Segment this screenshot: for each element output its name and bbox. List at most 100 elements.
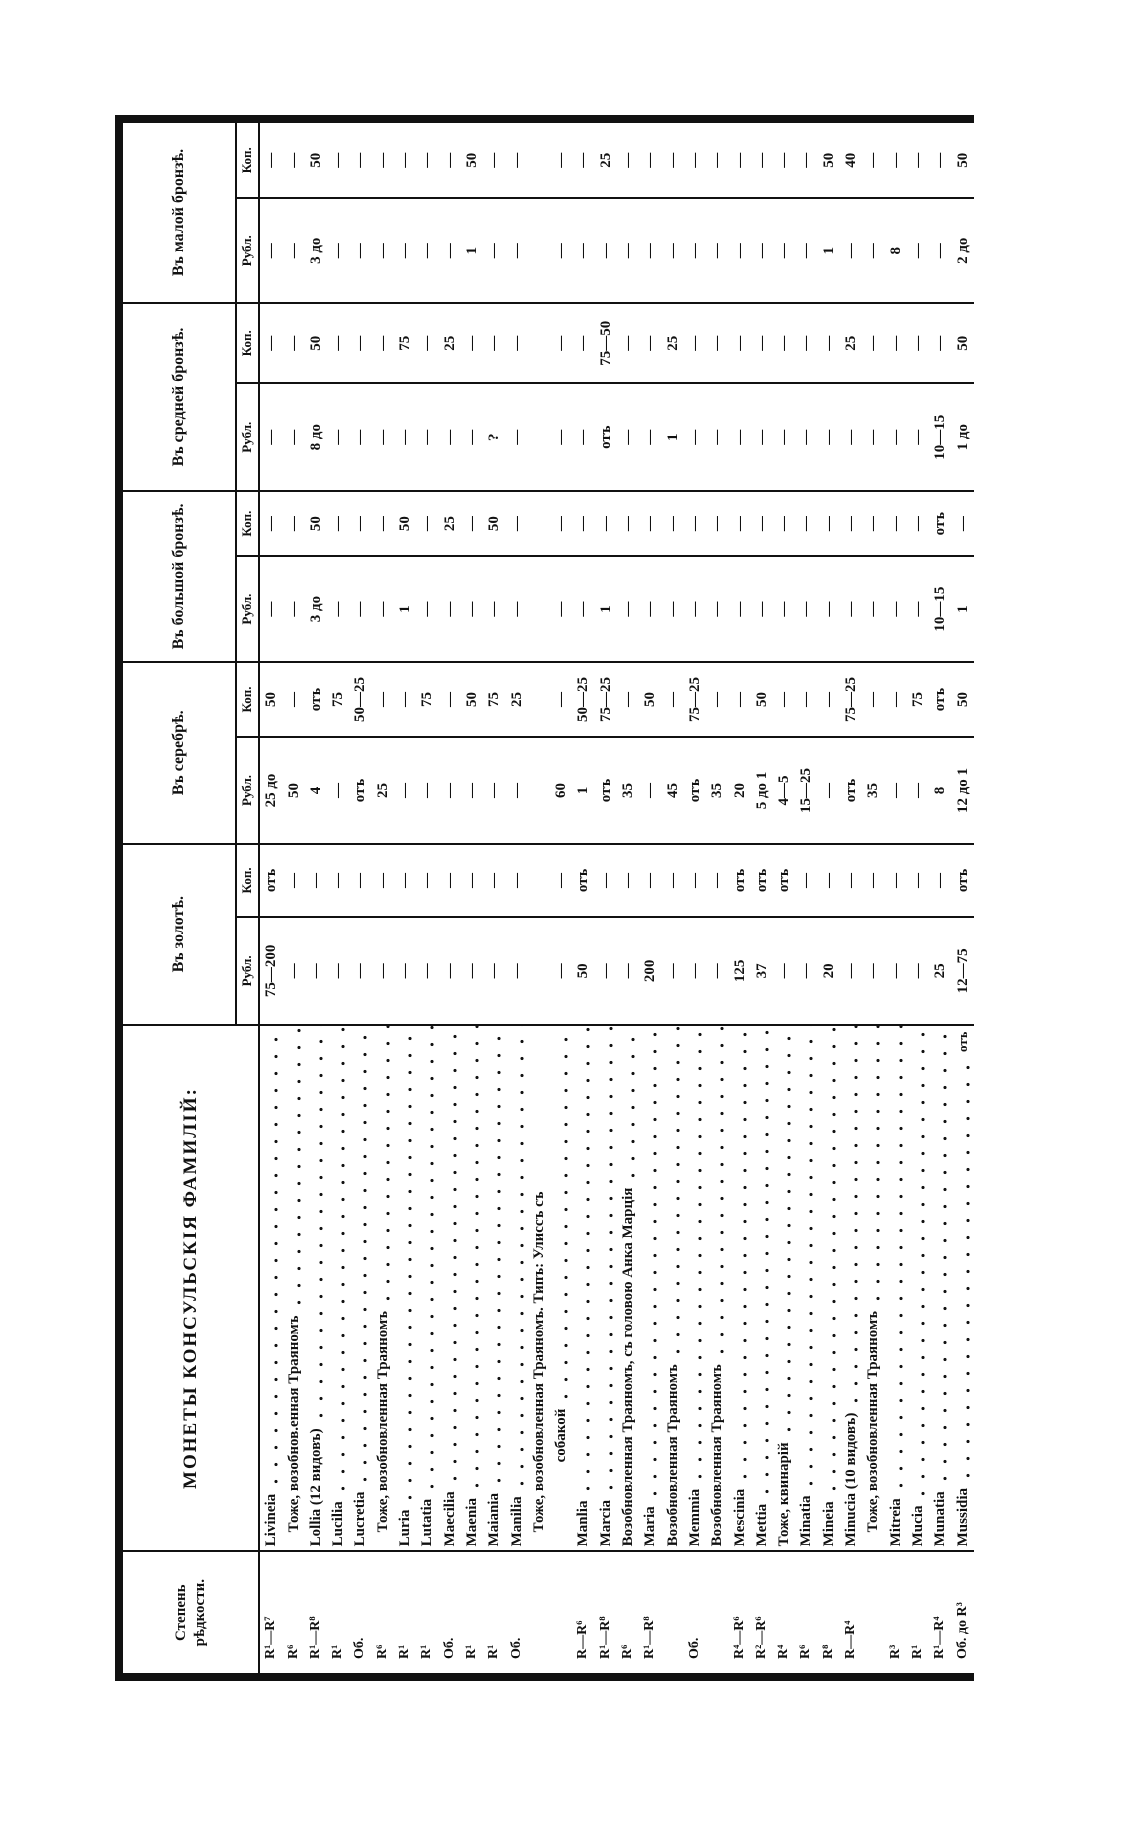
gold-rub-cell: — bbox=[906, 917, 929, 1025]
small-bronze-rub-cell: — bbox=[795, 198, 818, 303]
dot-leader bbox=[483, 1025, 506, 1490]
family-name: Manlia bbox=[572, 1025, 595, 1551]
large-bronze-kop-cell: — bbox=[460, 490, 483, 557]
large-bronze-kop-cell: 50 bbox=[304, 490, 327, 557]
large-bronze-kop-cell: — bbox=[839, 490, 863, 557]
gold-kop-cell: — bbox=[505, 843, 528, 918]
silver-kop-cell: 50—25 bbox=[572, 661, 595, 738]
table-row: R¹—R⁷ Livineia 75—200 отъ 25 до 50— — — — — — bbox=[259, 119, 283, 1677]
medium-bronze-kop-cell: — bbox=[460, 303, 483, 384]
family-name-cell: Mineia bbox=[817, 1024, 840, 1552]
table-row: Возобновленная Траяномъ — —35— — — — — — — bbox=[705, 119, 729, 1677]
silver-kop-cell: — bbox=[705, 661, 729, 738]
silver-kop-cell: — bbox=[661, 661, 684, 738]
small-bronze-kop-cell: — bbox=[572, 119, 595, 199]
dot-leader bbox=[728, 1025, 751, 1485]
dot-leader bbox=[639, 1025, 662, 1503]
medium-bronze-kop-cell: — bbox=[259, 303, 283, 384]
family-name-cell: Manilia bbox=[505, 1024, 528, 1552]
family-name-cell: Lutatia bbox=[416, 1024, 439, 1552]
silver-rub-cell: — bbox=[884, 737, 907, 844]
family-name-cell: Maria bbox=[639, 1024, 662, 1552]
small-bronze-rub-cell: — bbox=[772, 198, 796, 303]
family-name-cell: Mucia bbox=[906, 1024, 929, 1552]
large-bronze-header: Въ большой бронзѣ. bbox=[119, 490, 236, 662]
gold-kop-cell: — bbox=[326, 843, 350, 918]
silver-kop-cell: 75—25 bbox=[594, 661, 617, 738]
silver-kop-cell: 75—25 bbox=[683, 661, 706, 738]
dot-leader bbox=[929, 1025, 952, 1488]
family-name-text: Memmia bbox=[683, 1484, 706, 1547]
large-bronze-rub-cell: — bbox=[572, 556, 595, 662]
silver-rub-cell: — bbox=[505, 737, 528, 844]
silver-rub-cell: — bbox=[817, 737, 840, 844]
family-name-text: Возобновленная Траяномъ, съ головою Анка… bbox=[617, 1183, 640, 1547]
rarity-cell: Об. bbox=[438, 1551, 461, 1677]
table-row: Об. до R³ Mussidia отъ 12—75 отъ 12 до 1 50 1—1… bbox=[951, 119, 974, 1677]
small-bronze-kop-cell: 50 bbox=[951, 119, 974, 199]
dot-leader bbox=[572, 1025, 595, 1497]
large-bronze-rub-cell: — bbox=[862, 556, 885, 662]
medium-bronze-rub-cell: — bbox=[438, 383, 461, 491]
family-name-cell: Minucia (10 видовъ) bbox=[839, 1024, 863, 1552]
silver-kop-cell: — bbox=[795, 661, 818, 738]
family-name: Lollia (12 видовъ) bbox=[304, 1025, 327, 1551]
dot-leader bbox=[773, 1025, 796, 1439]
table-row: R⁶ Minatia — —15—25— — — — — — — bbox=[795, 119, 818, 1677]
table-row: R⁶ Возобновленная Траяномъ, съ головою Ан… bbox=[616, 119, 640, 1677]
medium-bronze-kop-cell: 25 bbox=[438, 303, 461, 384]
large-bronze-kop-cell: — bbox=[326, 490, 350, 557]
small-bronze-kop-cell: — bbox=[683, 119, 706, 199]
family-name: Mitreia bbox=[884, 1025, 907, 1551]
small-bronze-kop-cell: — bbox=[795, 119, 818, 199]
medium-bronze-rub-cell: — bbox=[416, 383, 439, 491]
silver-rub-cell: — bbox=[906, 737, 929, 844]
medium-bronze-kop-cell: 75—50 bbox=[594, 303, 617, 384]
family-name-cell: Maiania bbox=[482, 1024, 506, 1552]
family-name-text: Тоже, возобновленная Траяномъ bbox=[371, 1307, 394, 1533]
dot-leader bbox=[661, 1025, 684, 1361]
gold-rub-cell: 200 bbox=[639, 917, 662, 1025]
rarity-cell: R³ bbox=[884, 1551, 907, 1677]
small-bronze-rub-cell: — bbox=[862, 198, 885, 303]
family-name-cell: Lollia (12 видовъ) bbox=[304, 1024, 327, 1552]
table-row: Об. Lucretia — — отъ 50—25— — — — — — bbox=[349, 119, 372, 1677]
small-bronze-kop-cell: — bbox=[282, 119, 305, 199]
family-name-line-2: собакой bbox=[550, 1404, 573, 1533]
family-name: Maiania bbox=[483, 1025, 506, 1551]
dot-leader bbox=[371, 1025, 394, 1308]
medium-bronze-rub-cell: — bbox=[572, 383, 595, 491]
gold-rub-cell: 12—75 bbox=[951, 917, 974, 1025]
medium-bronze-kop-cell: — bbox=[326, 303, 350, 384]
rarity-cell: R¹ bbox=[906, 1551, 929, 1677]
family-name: Тоже, возобнов.енная Траяномъ bbox=[282, 1025, 305, 1551]
gold-rub-cell: — bbox=[371, 917, 394, 1025]
small-bronze-rub-cell: 1 bbox=[460, 198, 483, 303]
family-name-cell: Тоже, возобновленная Траяномъ. Типъ: Ули… bbox=[527, 1024, 573, 1552]
silver-kop-cell: — bbox=[438, 661, 461, 738]
medium-bronze-kop-cell: 50 bbox=[951, 303, 974, 384]
small-bronze-rub-cell: — bbox=[371, 198, 394, 303]
silver-kop-cell: 50 bbox=[750, 661, 773, 738]
family-name: Marcia bbox=[594, 1025, 617, 1551]
silver-rub-cell: 20 bbox=[728, 737, 751, 844]
small-bronze-rub-cell: — bbox=[661, 198, 684, 303]
table-row: R⁶ Тоже, возобновленная Траяномъ — —25— — — — —… bbox=[371, 119, 394, 1677]
medium-bronze-kop-cell: — bbox=[349, 303, 372, 384]
medium-bronze-kop-cell: 25 bbox=[839, 303, 863, 384]
large-bronze-kop-cell: — bbox=[371, 490, 394, 557]
large-bronze-rub-cell: — bbox=[259, 556, 283, 662]
medium-bronze-rub-header: Рубл. bbox=[236, 383, 259, 491]
large-bronze-kop-cell: — bbox=[683, 490, 706, 557]
family-name: Возобновленная Траяномъ bbox=[661, 1025, 684, 1551]
dot-leader bbox=[327, 1025, 350, 1498]
silver-rub-cell: отъ bbox=[349, 737, 372, 844]
silver-kop-cell: — bbox=[728, 661, 751, 738]
small-bronze-kop-cell: 50 bbox=[460, 119, 483, 199]
gold-rub-cell: — bbox=[282, 917, 305, 1025]
dot-leader bbox=[550, 1025, 573, 1405]
table-row: R¹ Luria — — — —1 50—75— — bbox=[393, 119, 417, 1677]
medium-bronze-rub-cell: — bbox=[795, 383, 818, 491]
family-name-cell: Memmia bbox=[683, 1024, 706, 1552]
medium-bronze-kop-cell: — bbox=[928, 303, 952, 384]
